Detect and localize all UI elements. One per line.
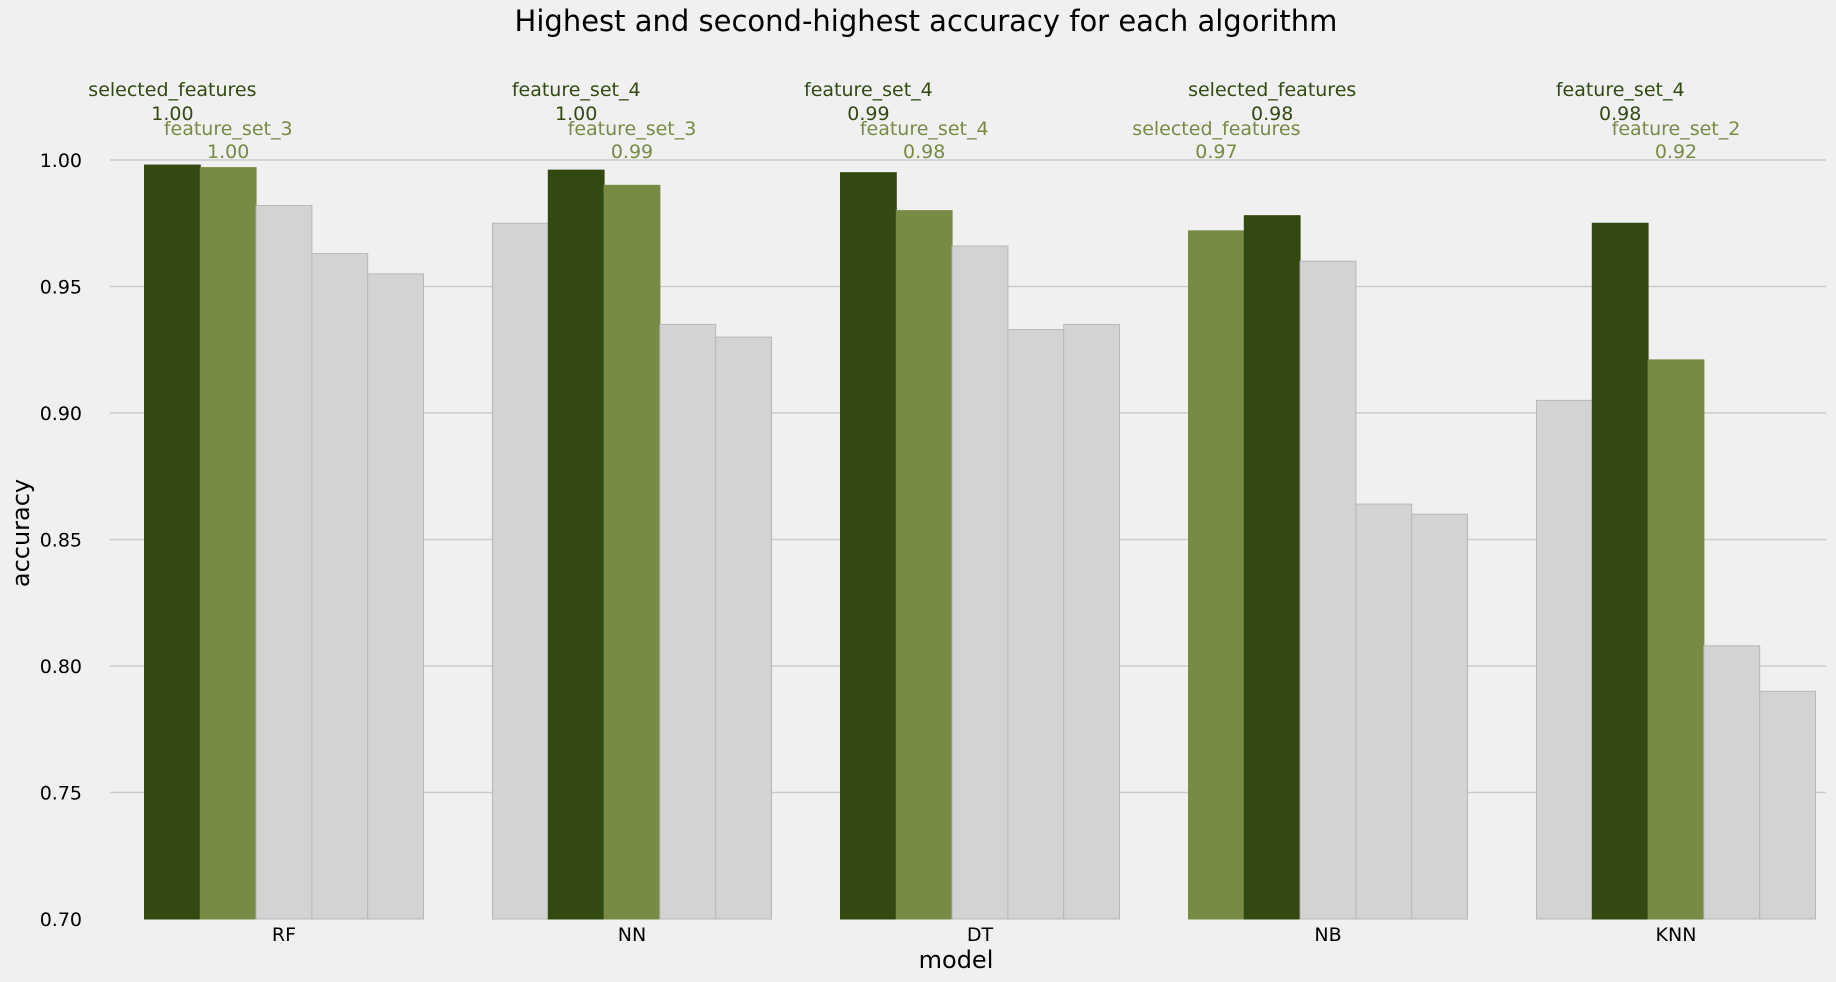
bar xyxy=(311,253,369,920)
x-tick-label: NN xyxy=(618,924,646,946)
second-feature-label: feature_set_2 xyxy=(1612,118,1741,140)
second-value-label: 1.00 xyxy=(207,141,249,163)
x-tick-label: KNN xyxy=(1656,924,1697,946)
chart-title: Highest and second-highest accuracy for … xyxy=(515,4,1338,38)
bar xyxy=(367,273,425,920)
highest-value-label: 0.99 xyxy=(847,103,889,125)
bar xyxy=(1063,323,1120,920)
y-tick-label: 0.75 xyxy=(40,783,82,805)
bar xyxy=(1188,230,1245,920)
bar xyxy=(1243,215,1301,920)
bar xyxy=(603,184,661,920)
bar xyxy=(1411,513,1468,920)
bar xyxy=(547,169,605,920)
y-axis-ticks: 0.70 0.75 0.80 0.85 0.90 0.95 1.00 xyxy=(40,150,82,931)
second-feature-label: selected_features xyxy=(1132,118,1300,140)
bar xyxy=(895,210,953,920)
y-tick-label: 0.90 xyxy=(40,403,82,425)
bar xyxy=(1536,399,1593,920)
highest-feature-label: feature_set_4 xyxy=(804,79,933,101)
bar xyxy=(1591,222,1649,920)
highest-value-label: 1.00 xyxy=(151,103,193,125)
bar xyxy=(1007,329,1065,920)
second-value-label: 0.99 xyxy=(611,141,653,163)
highest-value-label: 0.98 xyxy=(1251,103,1293,125)
bar xyxy=(1647,359,1705,920)
y-tick-label: 0.95 xyxy=(40,277,82,299)
y-axis-label: accuracy xyxy=(7,479,35,587)
second-value-label: 0.98 xyxy=(903,141,945,163)
second-feature-label: feature_set_3 xyxy=(568,118,697,140)
highest-value-label: 1.00 xyxy=(555,103,597,125)
bar xyxy=(199,167,257,920)
highest-feature-label: selected_features xyxy=(88,79,256,101)
highest-feature-label: feature_set_4 xyxy=(512,79,641,101)
bar xyxy=(255,205,313,920)
bar xyxy=(492,222,549,920)
x-tick-label: RF xyxy=(272,924,296,946)
bar xyxy=(659,323,717,920)
bar xyxy=(144,164,201,920)
bar xyxy=(1759,690,1816,920)
bars xyxy=(144,164,1816,920)
second-feature-label: feature_set_4 xyxy=(860,118,989,140)
x-tick-label: NB xyxy=(1314,924,1341,946)
second-feature-label: feature_set_3 xyxy=(164,118,293,140)
bar xyxy=(951,245,1009,920)
y-tick-label: 0.80 xyxy=(40,656,82,678)
bar xyxy=(1299,260,1357,920)
bar-annotations: selected_features1.00feature_set_31.00fe… xyxy=(88,79,1740,163)
x-axis-label: model xyxy=(919,946,994,974)
x-tick-label: DT xyxy=(967,924,994,946)
y-tick-label: 1.00 xyxy=(40,150,82,172)
bar xyxy=(840,172,897,920)
highest-value-label: 0.98 xyxy=(1599,103,1641,125)
second-value-label: 0.97 xyxy=(1195,141,1237,163)
y-tick-label: 0.85 xyxy=(40,530,82,552)
second-value-label: 0.92 xyxy=(1655,141,1697,163)
highest-feature-label: selected_features xyxy=(1188,79,1356,101)
highest-feature-label: feature_set_4 xyxy=(1556,79,1685,101)
x-axis-ticks: RF NN DT NB KNN xyxy=(272,924,1697,946)
bar xyxy=(1703,645,1761,920)
bar xyxy=(715,336,773,920)
y-tick-label: 0.70 xyxy=(40,909,82,931)
bar xyxy=(1355,503,1413,920)
